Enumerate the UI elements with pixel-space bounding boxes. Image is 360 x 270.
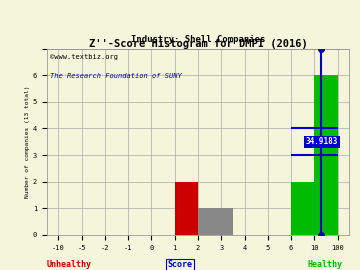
Y-axis label: Number of companies (13 total): Number of companies (13 total)	[25, 86, 30, 198]
Bar	[198, 208, 233, 235]
Text: Unhealthy: Unhealthy	[47, 260, 92, 269]
Text: ©www.textbiz.org: ©www.textbiz.org	[50, 54, 118, 60]
Bar	[291, 182, 314, 235]
Title: Z''-Score Histogram for DMPI (2016): Z''-Score Histogram for DMPI (2016)	[89, 39, 307, 49]
Text: The Research Foundation of SUNY: The Research Foundation of SUNY	[50, 73, 181, 79]
Bar	[175, 182, 198, 235]
Text: 34.9183: 34.9183	[306, 137, 338, 146]
Bar	[314, 75, 338, 235]
Text: Industry: Shell Companies: Industry: Shell Companies	[131, 35, 265, 44]
Text: Score: Score	[167, 260, 193, 269]
Text: Healthy: Healthy	[307, 260, 342, 269]
